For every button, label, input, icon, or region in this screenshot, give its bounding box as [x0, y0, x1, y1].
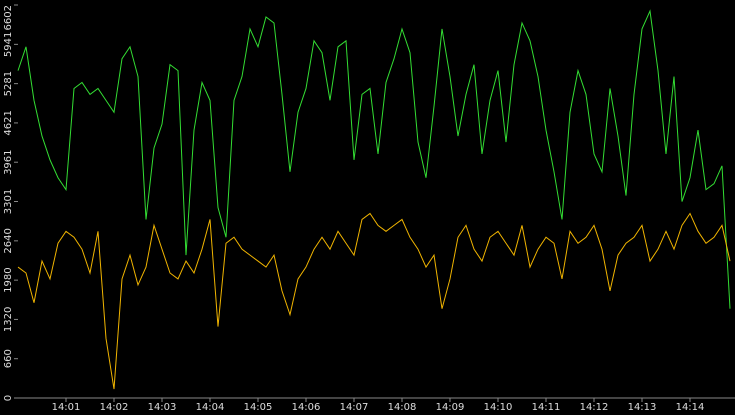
x-tick-label: 14:02 — [100, 402, 129, 413]
x-tick-label: 14:08 — [388, 402, 417, 413]
series-line — [17, 212, 731, 390]
x-tick-label: 14:07 — [340, 402, 369, 413]
x-tick-label: 14:03 — [148, 402, 177, 413]
y-tick-label: 0 — [3, 395, 14, 401]
y-tick-label: 3301 — [3, 189, 14, 214]
x-tick-label: 14:12 — [580, 402, 609, 413]
x-tick-label: 14:11 — [532, 402, 561, 413]
y-tick-label: 4621 — [3, 110, 14, 135]
x-tick-label: 14:13 — [628, 402, 657, 413]
series-line — [17, 9, 731, 309]
y-tick-label: 2640 — [3, 228, 14, 253]
x-tick-label: 14:09 — [436, 402, 465, 413]
y-tick-label: 3961 — [3, 149, 14, 174]
y-tick-label: 5941 — [3, 32, 14, 57]
y-tick-label: 1320 — [3, 307, 14, 332]
y-tick-label: 1980 — [3, 267, 14, 292]
x-tick-label: 14:04 — [196, 402, 225, 413]
y-tick-label: 5281 — [3, 71, 14, 96]
x-tick-label: 14:05 — [244, 402, 273, 413]
x-tick-label: 14:14 — [676, 402, 705, 413]
y-tick-label: 6602 — [3, 5, 14, 30]
x-tick-label: 14:06 — [292, 402, 321, 413]
x-tick-label: 14:01 — [52, 402, 81, 413]
x-tick-label: 14:10 — [484, 402, 513, 413]
y-tick-label: 660 — [3, 349, 14, 368]
